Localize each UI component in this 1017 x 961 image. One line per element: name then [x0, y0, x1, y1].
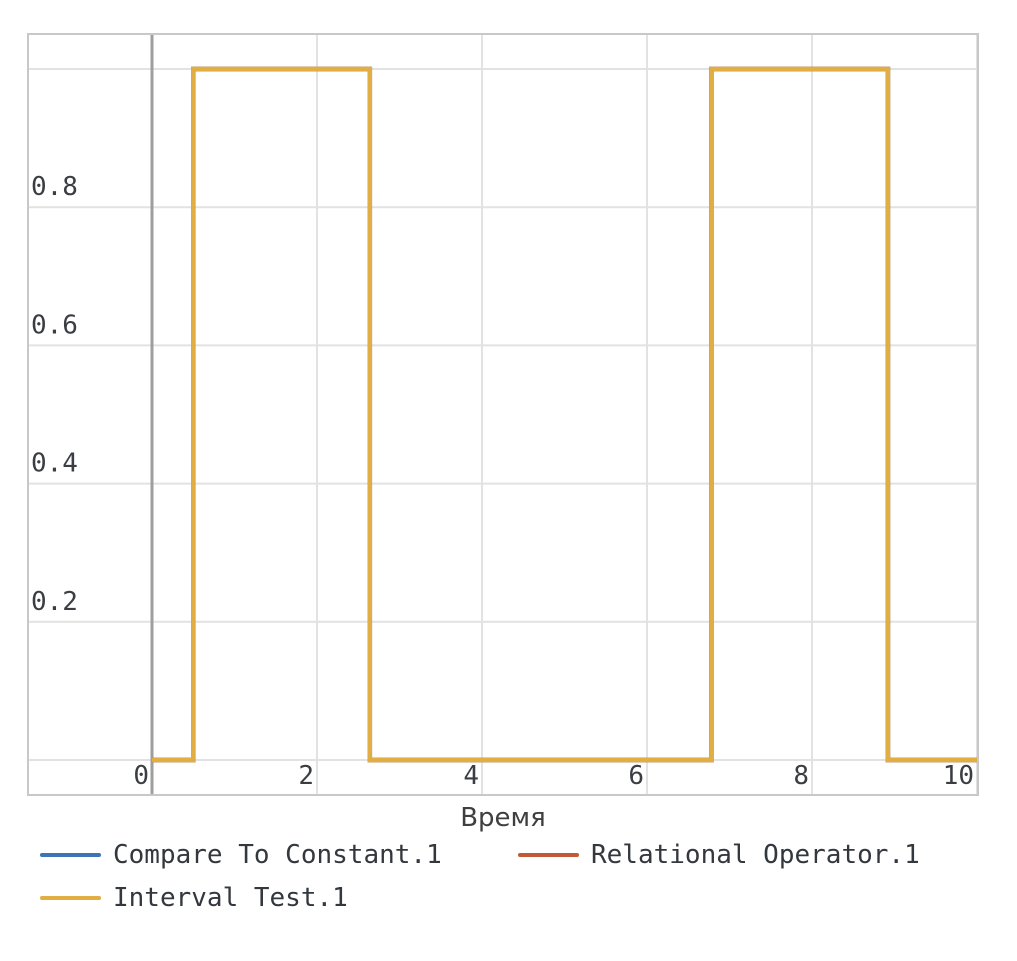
x-tick-label: 10: [943, 761, 974, 791]
legend-line-swatch-blue-icon: [40, 852, 101, 858]
legend-label: Relational Operator.1: [591, 840, 920, 870]
x-tick-label: 0: [133, 761, 149, 791]
y-tick-label: 0.6: [31, 310, 78, 340]
legend-label: Compare To Constant.1: [113, 840, 442, 870]
legend-item-interval-test: Interval Test.1: [40, 881, 518, 915]
legend-label: Interval Test.1: [113, 883, 348, 913]
legend-item-relational-operator: Relational Operator.1: [518, 838, 920, 872]
y-tick-label: 0.8: [31, 172, 78, 202]
plot-frame: [27, 33, 979, 796]
x-tick-label: 6: [628, 761, 644, 791]
series-line-compare-to-constant-1: [152, 66, 977, 763]
legend-line-swatch-red-icon: [518, 852, 579, 858]
legend-line-swatch-yellow-icon: [40, 895, 101, 901]
y-tick-label: 0.2: [31, 587, 78, 617]
series-line-relational-operator-1: [152, 66, 977, 763]
x-tick-label: 8: [793, 761, 809, 791]
series-line-interval-test-1: [152, 66, 977, 763]
x-tick-label: 4: [463, 761, 479, 791]
x-tick-label: 2: [298, 761, 314, 791]
legend: Compare To Constant.1 Relational Operato…: [40, 838, 920, 915]
legend-item-compare-to-constant: Compare To Constant.1: [40, 838, 518, 872]
y-tick-label: 0.4: [31, 449, 78, 479]
x-axis-title: Время: [460, 803, 546, 833]
